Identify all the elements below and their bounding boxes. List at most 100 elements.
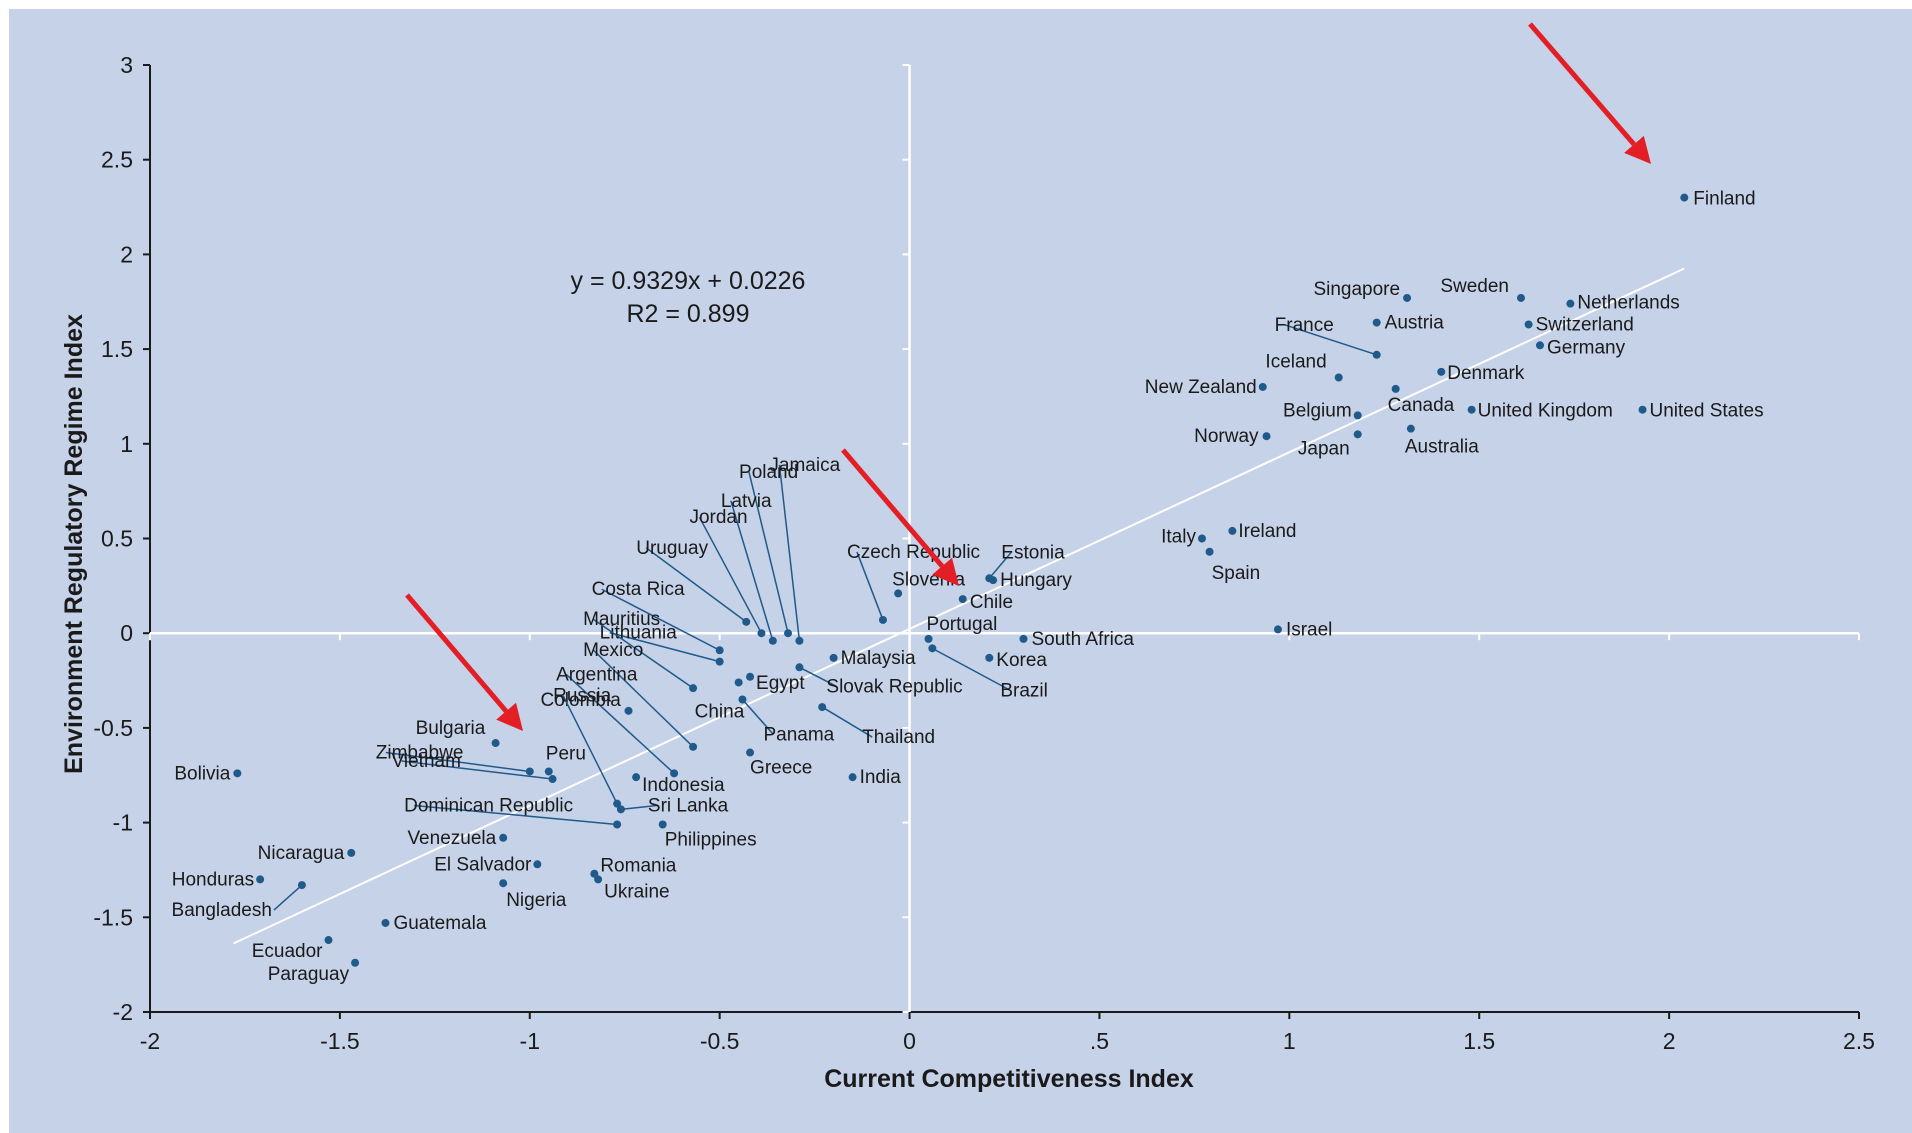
y-tick-label: -1.5 <box>93 904 133 930</box>
x-tick-label: 2.5 <box>1843 1028 1875 1054</box>
data-point-group: Zimbabwe <box>376 742 534 776</box>
leader-line <box>741 698 775 735</box>
data-point <box>533 860 542 869</box>
data-point-group: Thailand <box>818 703 935 748</box>
data-point <box>613 820 622 829</box>
leader-line <box>856 551 884 621</box>
data-point <box>768 636 777 645</box>
points-layer: Finland Sweden Netherlands Singapore Switzer… <box>172 189 1764 985</box>
axes-layer: -2-1.5-1-0.500.511.522.53-2 -1.5 -1 -0.5 0.5… <box>93 52 1875 1054</box>
data-point-group: China <box>695 678 745 722</box>
y-tick-label: 2 <box>120 241 133 267</box>
data-point-group: Uruguay <box>636 538 751 626</box>
data-point <box>784 629 793 638</box>
data-point-label: Philippines <box>665 829 757 850</box>
data-point <box>670 769 679 778</box>
data-point <box>989 576 998 585</box>
data-point <box>1353 430 1362 439</box>
data-point-label: Korea <box>996 650 1047 671</box>
data-point-label: Iceland <box>1265 352 1326 373</box>
data-point-label: Chile <box>970 592 1013 613</box>
data-point-label: Ireland <box>1238 521 1296 542</box>
data-point-label: Russia <box>553 686 612 707</box>
x-tick-label: 2 <box>1663 1028 1676 1054</box>
data-point-group: Sweden <box>1440 276 1525 302</box>
data-point <box>742 617 751 626</box>
data-point-group: Israel <box>1273 619 1332 640</box>
x-tick-label: -0.5 <box>700 1028 740 1054</box>
data-point-label: Belgium <box>1283 400 1352 421</box>
leader-line <box>799 666 837 687</box>
data-point-group: Bulgaria <box>416 718 500 748</box>
leader-line <box>645 547 747 623</box>
leader-line <box>601 588 721 651</box>
data-point-group: Slovak Republic <box>795 663 963 697</box>
data-point <box>594 875 603 884</box>
y-tick-label: 2.5 <box>101 147 133 173</box>
data-point-label: Norway <box>1194 426 1259 447</box>
data-point-label: Egypt <box>756 673 805 694</box>
data-point-label: Vietnam <box>392 751 461 772</box>
data-point-group: Czech Republic <box>847 542 980 624</box>
leader-line <box>592 618 694 689</box>
x-axis-title: Current Competitiveness Index <box>824 1065 1194 1093</box>
data-point-group: United Kingdom <box>1467 401 1613 422</box>
data-point-label: Romania <box>600 856 676 877</box>
data-point-label: Greece <box>750 758 812 779</box>
data-point-label: Dominican Republic <box>404 795 573 816</box>
x-tick-label: 1 <box>1283 1028 1296 1054</box>
data-point-label: Uruguay <box>636 538 708 559</box>
data-point <box>1262 432 1271 441</box>
data-point-label: Mauritius <box>583 609 660 630</box>
data-point-group: Jordan <box>689 507 766 638</box>
red-arrow-head <box>1624 135 1651 164</box>
data-point <box>746 748 755 757</box>
data-point <box>1437 367 1446 376</box>
data-point <box>795 663 804 672</box>
data-point-label: Japan <box>1298 438 1350 459</box>
data-point-label: El Salvador <box>434 854 532 875</box>
data-point <box>499 879 508 888</box>
data-point-group: Korea <box>985 650 1047 671</box>
data-point-label: Hungary <box>1000 570 1072 591</box>
data-point-label: Panama <box>763 724 834 745</box>
data-point-group: Greece <box>746 748 812 779</box>
data-point <box>1372 350 1381 359</box>
leader-line <box>748 472 789 634</box>
data-point-label: Sweden <box>1440 276 1509 297</box>
leader-line <box>565 673 675 774</box>
data-point-label: Canada <box>1388 395 1455 416</box>
data-point <box>491 739 500 748</box>
data-point <box>1680 193 1689 202</box>
leader-line <box>273 884 303 911</box>
data-point-group: Costa Rica <box>592 579 724 655</box>
data-point <box>878 615 887 624</box>
data-point <box>829 653 838 662</box>
data-point-label: Paraguay <box>268 964 350 985</box>
arrows-layer <box>405 22 1651 731</box>
data-point-label: Italy <box>1161 527 1196 548</box>
data-point <box>1406 424 1415 433</box>
leader-line <box>385 751 530 773</box>
data-point <box>715 657 724 666</box>
leader-line <box>821 706 873 738</box>
trend-equation: y = 0.9329x + 0.0226 <box>571 267 806 295</box>
data-point-group: Romania <box>590 856 677 878</box>
data-point-label: Israel <box>1286 619 1332 640</box>
data-point-group: El Salvador <box>434 854 542 875</box>
data-point-group: Japan <box>1298 430 1362 459</box>
data-point-group: Iceland <box>1265 352 1343 382</box>
red-arrow-head <box>932 557 959 586</box>
x-tick-label: .5 <box>1090 1028 1109 1054</box>
data-point-label: Bulgaria <box>416 718 486 739</box>
data-point <box>624 706 633 715</box>
data-point-group: France <box>1275 315 1381 359</box>
data-point <box>894 589 903 598</box>
data-point-group: Hungary <box>989 570 1072 591</box>
leader-line <box>778 464 801 641</box>
data-point-group: Egypt <box>746 672 805 694</box>
data-point <box>590 869 599 878</box>
data-point <box>734 678 743 687</box>
y-tick-label: 1.5 <box>101 336 133 362</box>
data-point-label: Switzerland <box>1536 314 1634 335</box>
